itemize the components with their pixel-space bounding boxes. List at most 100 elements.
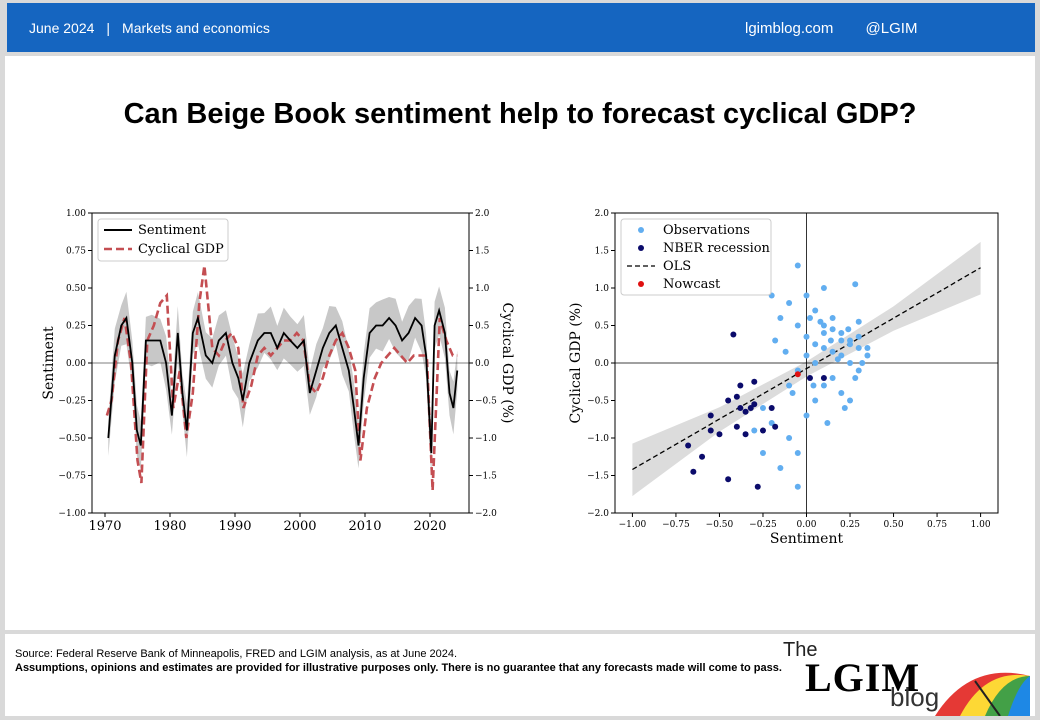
- scatter-y-tick-label: 0.5: [595, 322, 610, 332]
- observation-point: [864, 345, 871, 351]
- right-tick-label: 1.0: [475, 284, 490, 294]
- scatter-x-tick-label: −1.00: [619, 520, 647, 530]
- logo-the: The: [783, 639, 818, 661]
- nber-recession-point: [690, 468, 697, 475]
- observation-point: [838, 330, 845, 336]
- nber-recession-point: [730, 331, 737, 338]
- scatter-y-axis-label: Cyclical GDP (%): [568, 302, 584, 423]
- observation-point: [829, 315, 836, 321]
- observation-point: [786, 382, 793, 389]
- observation-point: [794, 262, 801, 269]
- y2-axis-label: Cyclical GDP (%): [499, 302, 515, 423]
- nber-recession-point: [747, 405, 754, 411]
- observation-point: [803, 333, 810, 340]
- scatter-y-tick-label: −0.5: [587, 397, 609, 407]
- left-tick-label: −0.50: [58, 434, 86, 444]
- header-date: June 2024: [29, 20, 95, 36]
- observation-point: [803, 412, 810, 419]
- observation-point: [777, 315, 784, 321]
- legend-gdp-label: Cyclical GDP: [138, 242, 224, 257]
- nber-recession-point: [772, 423, 779, 430]
- umbrella-logo-icon: [935, 672, 1030, 716]
- observation-point: [794, 483, 801, 490]
- observation-point: [847, 341, 854, 348]
- observation-point: [845, 326, 852, 333]
- logo-lgim: LGIM: [805, 655, 921, 700]
- observation-point: [812, 360, 819, 366]
- nber-recession-point: [806, 375, 813, 381]
- nowcast-point: [794, 371, 801, 378]
- source-text: Source: Federal Reserve Bank of Minneapo…: [15, 648, 458, 660]
- header-section[interactable]: Markets and economics: [122, 20, 270, 36]
- nber-recession-point: [742, 431, 749, 438]
- legend-nber-swatch: [638, 245, 644, 251]
- scatter-x-tick-label: 0.50: [884, 520, 904, 530]
- scatter-legend-box: [620, 218, 772, 296]
- header-left: June 2024 | Markets and economics: [29, 20, 270, 36]
- ols-line: [632, 267, 981, 471]
- right-tick-label: 2.0: [475, 209, 490, 219]
- disclaimer-text: Assumptions, opinions and estimates are …: [15, 662, 782, 674]
- scatter-y-tick-label: −1.0: [587, 434, 609, 444]
- observation-point: [812, 307, 819, 314]
- nber-recession-point: [716, 431, 723, 438]
- right-tick-label: 1.5: [475, 247, 490, 257]
- legend-observations-label: Observations: [663, 223, 750, 238]
- observation-point: [824, 420, 831, 426]
- page-title: Can Beige Book sentiment help to forecas…: [123, 98, 917, 130]
- nber-recession-point: [699, 453, 706, 460]
- observation-point: [838, 390, 845, 396]
- nber-recession-point: [725, 476, 732, 483]
- x-tick-label: 2010: [348, 519, 381, 534]
- left-tick-label: 0.25: [66, 322, 86, 332]
- observation-point: [794, 322, 801, 329]
- nber-recession-point: [820, 375, 827, 381]
- scatter-y-tick-label: 0.0: [595, 359, 610, 369]
- nber-recession-point: [725, 397, 732, 404]
- observation-point: [786, 300, 793, 306]
- observation-point: [820, 330, 827, 336]
- legend-ols-label: OLS: [663, 259, 691, 274]
- observation-point: [812, 341, 819, 348]
- scatter-x-tick-label: 0.00: [796, 520, 816, 530]
- observation-point: [759, 405, 766, 411]
- header-right: lgimblog.com @LGIM: [745, 20, 945, 37]
- source-note: Source: Federal Reserve Bank of Minneapo…: [15, 647, 795, 675]
- x-tick-label: 1980: [153, 519, 186, 534]
- y-axis-label: Sentiment: [41, 326, 57, 400]
- observation-point: [829, 375, 836, 381]
- twitter-handle-link[interactable]: @LGIM: [865, 20, 918, 37]
- left-tick-label: 0.50: [66, 284, 86, 294]
- x-tick-label: 2000: [283, 519, 316, 534]
- observation-point: [751, 427, 758, 434]
- scatter-y-tick-label: 1.0: [595, 284, 610, 294]
- nber-recession-point: [737, 382, 744, 389]
- observation-point: [777, 465, 784, 471]
- observation-point: [786, 435, 793, 441]
- left-tick-label: 0.75: [66, 247, 86, 257]
- observation-point: [827, 337, 834, 344]
- scatter-y-tick-label: 2.0: [595, 209, 610, 219]
- right-tick-label: −2.0: [475, 509, 497, 519]
- observation-point: [820, 285, 827, 291]
- right-tick-label: 0.0: [475, 359, 490, 369]
- observation-point: [864, 352, 871, 359]
- nber-recession-point: [742, 408, 749, 415]
- logo-blog: blog: [890, 682, 940, 712]
- nber-recession-point: [733, 423, 740, 430]
- observation-point: [810, 382, 817, 389]
- nber-recession-point: [768, 405, 775, 411]
- site-link[interactable]: lgimblog.com: [745, 20, 834, 37]
- nber-recession-point: [707, 412, 714, 419]
- sentiment-confidence-band: [108, 286, 458, 479]
- nber-recession-point: [707, 427, 714, 434]
- left-tick-label: −0.25: [58, 397, 86, 407]
- header-bar: June 2024 | Markets and economics lgimblog…: [7, 3, 1035, 52]
- legend-nber-label: NBER recession: [663, 241, 771, 256]
- cyclical-gdp-line: [105, 265, 458, 491]
- observation-point: [847, 397, 854, 404]
- observation-point: [812, 397, 819, 404]
- observation-point: [820, 382, 827, 389]
- scatter-x-tick-label: 0.75: [927, 520, 947, 530]
